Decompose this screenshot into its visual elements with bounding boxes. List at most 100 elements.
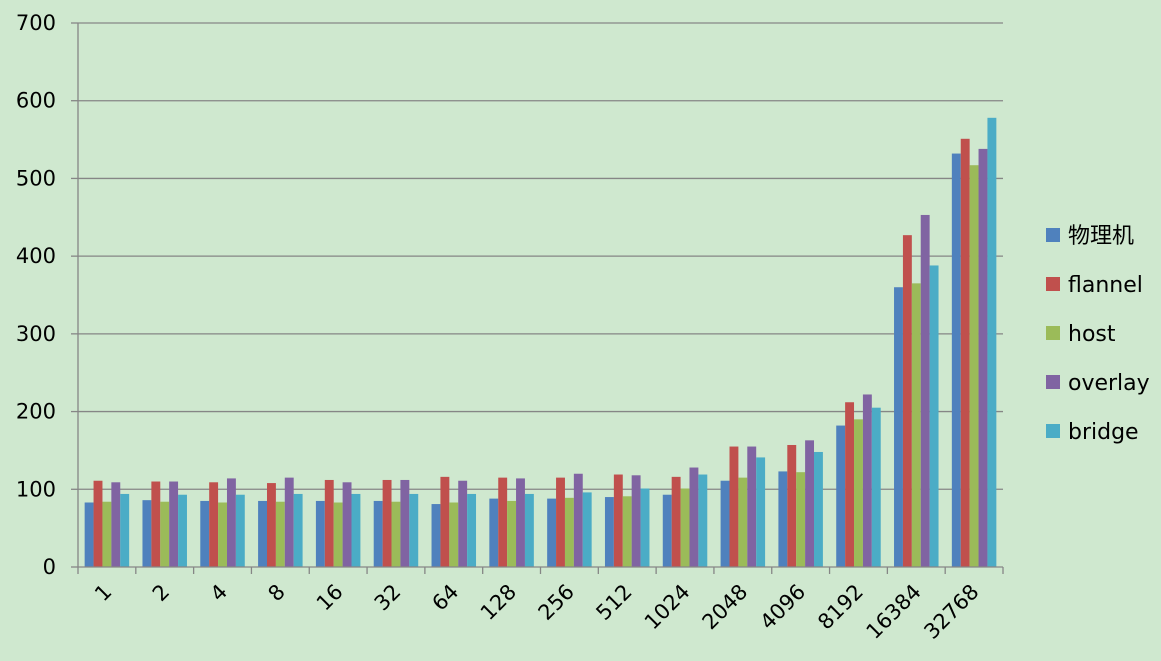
x-tick-label: 8: [263, 580, 289, 606]
bar-host-2: [160, 501, 170, 567]
x-tick-label: 1: [90, 580, 116, 606]
bar-overlay-64: [458, 480, 468, 567]
bar-overlay-512: [631, 475, 641, 567]
x-tick-label: 256: [534, 580, 579, 625]
bar-bridge-32768: [987, 117, 997, 567]
bar-host-256: [564, 497, 574, 567]
bar-bridge-1: [120, 493, 130, 567]
bar-bridge-256: [582, 492, 592, 567]
legend-swatch: [1046, 277, 1060, 291]
x-tick-label: 512: [591, 580, 636, 625]
bar-host-2048: [738, 477, 748, 567]
bar-overlay-32768: [978, 148, 988, 567]
x-tick-label: 32: [370, 580, 406, 616]
bar-flannel-1024: [671, 476, 681, 567]
bar-overlay-4: [226, 478, 236, 567]
bar-物理机-1: [84, 502, 94, 567]
x-tick-label: 32768: [919, 580, 983, 644]
bar-物理机-4: [200, 500, 210, 567]
axes: [77, 23, 1004, 574]
bar-overlay-1024: [689, 467, 699, 567]
legend-label: host: [1068, 322, 1116, 347]
bar-bridge-16: [351, 493, 361, 567]
bar-bridge-32: [409, 493, 419, 567]
legend-swatch: [1046, 228, 1060, 242]
bar-物理机-2048: [720, 480, 730, 567]
bar-flannel-32768: [960, 138, 970, 567]
y-tick-label: 300: [16, 322, 56, 346]
bar-flannel-512: [613, 474, 623, 567]
bar-flannel-128: [498, 477, 508, 567]
bar-bridge-4: [235, 494, 245, 567]
y-tick-label: 100: [16, 477, 56, 501]
bar-bridge-16384: [929, 265, 939, 567]
bar-host-32: [391, 501, 401, 567]
bar-物理机-1024: [662, 494, 672, 567]
bar-bridge-4096: [814, 451, 823, 567]
bar-host-16: [333, 502, 343, 567]
legend: 物理机 flannel host overlay bridge: [1046, 224, 1150, 445]
bar-物理机-64: [431, 504, 441, 567]
bar-bridge-8192: [871, 407, 881, 567]
bar-host-4096: [796, 472, 806, 567]
bar-物理机-16384: [894, 287, 903, 567]
legend-swatch: [1046, 424, 1060, 438]
bar-flannel-256: [556, 477, 565, 567]
y-tick-label: 700: [16, 11, 56, 35]
bar-flannel-16384: [902, 235, 912, 567]
bar-flannel-1: [93, 480, 103, 567]
bar-host-8: [275, 501, 285, 567]
bar-物理机-512: [604, 497, 614, 567]
bar-物理机-256: [547, 498, 557, 567]
legend-label: 物理机: [1068, 224, 1134, 249]
x-tick-label: 16384: [862, 580, 926, 644]
bar-overlay-2048: [747, 446, 757, 567]
bar-flannel-8192: [845, 402, 855, 567]
bar-物理机-16: [315, 500, 325, 567]
bar-overlay-4096: [805, 440, 815, 567]
bar-bridge-8: [293, 493, 303, 567]
bar-flannel-4096: [787, 444, 797, 567]
legend-swatch: [1046, 375, 1060, 389]
legend-label: overlay: [1068, 371, 1150, 396]
bar-host-512: [622, 496, 632, 567]
x-tick-label: 2048: [698, 580, 753, 635]
legend-label: flannel: [1068, 273, 1143, 298]
bar-物理机-2: [142, 500, 152, 567]
bar-host-64: [449, 502, 459, 567]
bar-flannel-2: [151, 481, 161, 567]
y-tick-labels: 0 100 200 300 400 500 600 700: [16, 11, 56, 579]
y-tick-label: 200: [16, 400, 56, 424]
x-tick-label: 2: [148, 580, 174, 606]
y-tick-label: 500: [16, 166, 56, 190]
bar-host-1: [102, 501, 112, 567]
bar-host-4: [218, 502, 227, 567]
bar-overlay-16384: [920, 214, 930, 567]
bar-物理机-4096: [778, 471, 788, 567]
bar-overlay-128: [516, 478, 525, 567]
y-tick-label: 0: [43, 555, 56, 579]
y-tick-label: 400: [16, 244, 56, 268]
x-tick-label: 64: [427, 580, 463, 616]
bar-host-128: [507, 500, 517, 567]
bar-overlay-256: [573, 473, 583, 567]
bar-host-16384: [911, 283, 921, 567]
x-tick-label: 4: [206, 580, 232, 606]
bar-overlay-16: [342, 482, 352, 567]
bar-flannel-8: [266, 483, 276, 567]
y-tick-label: 600: [16, 89, 56, 113]
bar-overlay-1: [111, 482, 121, 567]
x-tick-label: 8192: [813, 580, 868, 635]
x-tick-label: 128: [476, 580, 521, 625]
legend-swatch: [1046, 326, 1060, 340]
x-tick-label: 1024: [640, 580, 695, 635]
legend-label: bridge: [1068, 420, 1139, 445]
bar-bridge-1024: [698, 474, 708, 567]
bar-物理机-32768: [951, 153, 961, 567]
bar-物理机-32: [373, 500, 383, 567]
bar-host-1024: [680, 488, 690, 567]
bar-物理机-8: [258, 500, 267, 567]
bars: [84, 117, 997, 567]
x-tick-labels: 1 2 4 8 16 32 64 128 256 512 1024 2048 4096 819216384…: [90, 580, 984, 644]
